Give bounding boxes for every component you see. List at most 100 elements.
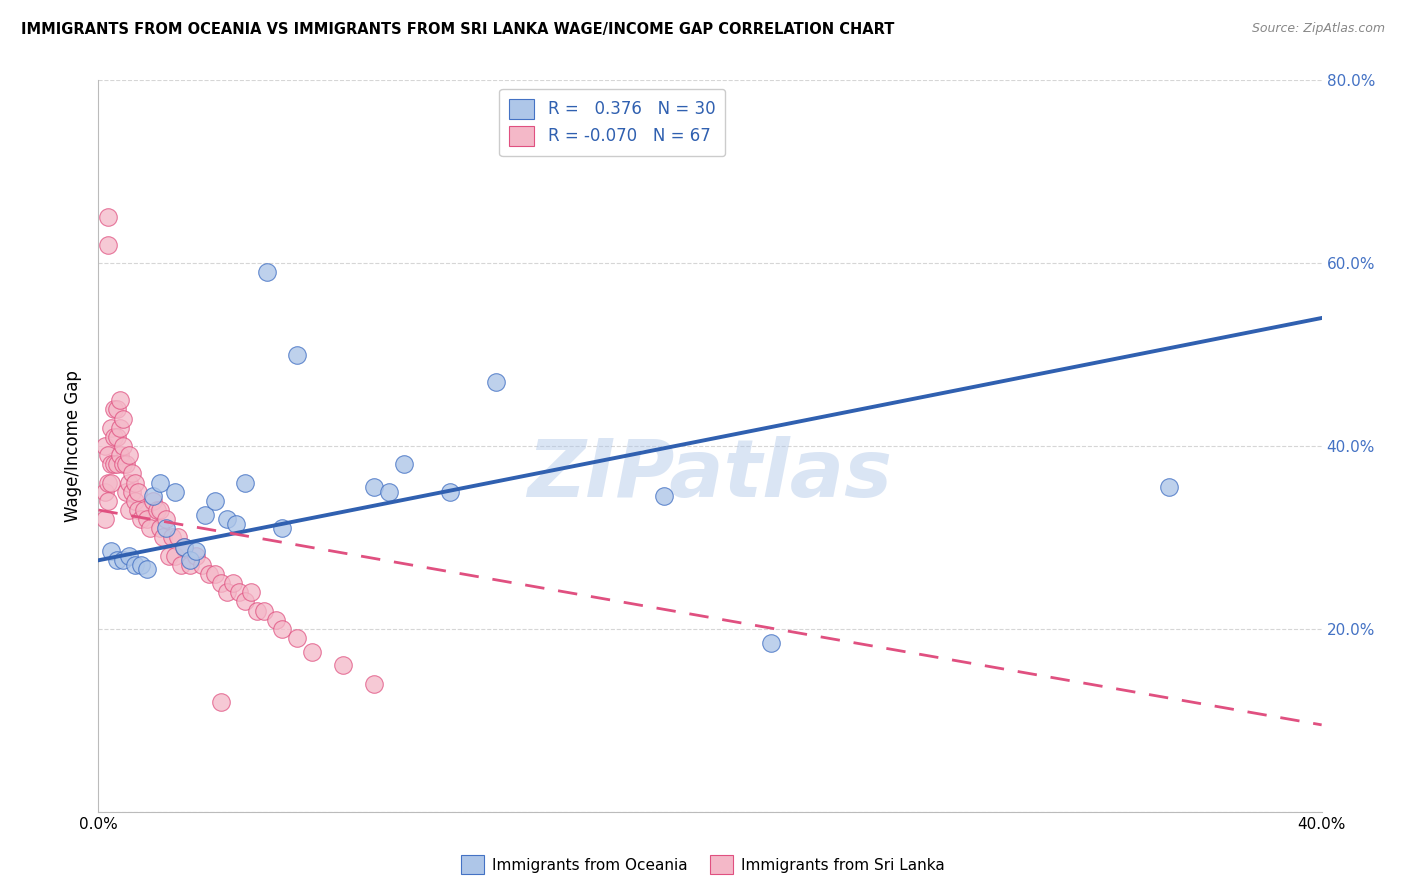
Point (100, 544, 122, 558)
Point (118, 448, 141, 462)
Point (163, 484, 186, 499)
Point (246, 603, 269, 617)
Point (100, 457, 122, 471)
Point (118, 549, 141, 563)
Point (108, 421, 131, 435)
Point (485, 375, 508, 389)
Point (129, 558, 152, 572)
Point (252, 603, 274, 617)
Point (264, 613, 287, 627)
Point (209, 695, 232, 709)
Point (179, 558, 201, 572)
Point (270, 622, 292, 636)
Point (160, 530, 183, 544)
Point (108, 448, 131, 462)
Text: Source: ZipAtlas.com: Source: ZipAtlas.com (1251, 22, 1385, 36)
Point (363, 480, 385, 494)
Point (136, 562, 159, 576)
Point (111, 411, 134, 425)
Point (173, 540, 195, 554)
Y-axis label: Wage/Income Gap: Wage/Income Gap (65, 370, 83, 522)
Point (127, 503, 149, 517)
Point (142, 494, 165, 508)
Point (155, 521, 177, 535)
Point (93, 484, 115, 499)
Point (152, 530, 174, 544)
Point (186, 544, 208, 558)
Point (103, 430, 125, 444)
Text: ZIPatlas: ZIPatlas (527, 436, 893, 515)
Point (115, 484, 138, 499)
Point (186, 549, 208, 563)
Point (142, 489, 165, 503)
Point (105, 457, 128, 471)
Point (97, 494, 120, 508)
Point (652, 489, 675, 503)
Point (111, 457, 134, 471)
Point (97, 448, 120, 462)
Point (215, 585, 238, 599)
Point (191, 558, 214, 572)
Point (118, 503, 141, 517)
Point (225, 516, 247, 531)
Point (100, 475, 122, 490)
Point (105, 430, 128, 444)
Point (759, 635, 782, 649)
Point (155, 512, 177, 526)
Point (127, 484, 149, 499)
Point (233, 475, 256, 490)
Point (149, 503, 172, 517)
Point (139, 521, 162, 535)
Point (204, 567, 226, 582)
Point (392, 457, 416, 471)
Point (285, 347, 308, 362)
Point (179, 553, 201, 567)
Point (93, 439, 115, 453)
Point (121, 467, 143, 481)
Point (209, 576, 232, 591)
Point (170, 558, 193, 572)
Point (163, 549, 186, 563)
Point (363, 676, 385, 690)
Point (105, 553, 128, 567)
Point (197, 567, 219, 582)
Point (145, 503, 167, 517)
Point (100, 421, 122, 435)
Point (124, 475, 146, 490)
Point (111, 553, 134, 567)
Point (97, 238, 120, 252)
Point (439, 484, 461, 499)
Point (97, 211, 120, 225)
Point (149, 475, 172, 490)
Point (194, 508, 217, 522)
Point (103, 402, 125, 417)
Point (111, 439, 134, 453)
Point (233, 594, 256, 608)
Point (129, 512, 152, 526)
Point (301, 645, 323, 659)
Point (167, 530, 190, 544)
Point (222, 576, 245, 591)
Point (378, 484, 401, 499)
Point (157, 549, 180, 563)
Point (270, 521, 292, 535)
Point (115, 457, 138, 471)
Point (228, 585, 250, 599)
Point (204, 494, 226, 508)
Point (124, 558, 146, 572)
Point (124, 494, 146, 508)
Point (332, 658, 354, 673)
Legend: Immigrants from Oceania, Immigrants from Sri Lanka: Immigrants from Oceania, Immigrants from… (456, 849, 950, 880)
Point (136, 512, 159, 526)
Legend: R =   0.376   N = 30, R = -0.070   N = 67: R = 0.376 N = 30, R = -0.070 N = 67 (499, 88, 725, 156)
Point (173, 540, 195, 554)
Text: IMMIGRANTS FROM OCEANIA VS IMMIGRANTS FROM SRI LANKA WAGE/INCOME GAP CORRELATION: IMMIGRANTS FROM OCEANIA VS IMMIGRANTS FR… (21, 22, 894, 37)
Point (1157, 480, 1180, 494)
Point (118, 475, 141, 490)
Point (285, 631, 308, 645)
Point (97, 475, 120, 490)
Point (93, 512, 115, 526)
Point (149, 521, 172, 535)
Point (240, 585, 263, 599)
Point (103, 457, 125, 471)
